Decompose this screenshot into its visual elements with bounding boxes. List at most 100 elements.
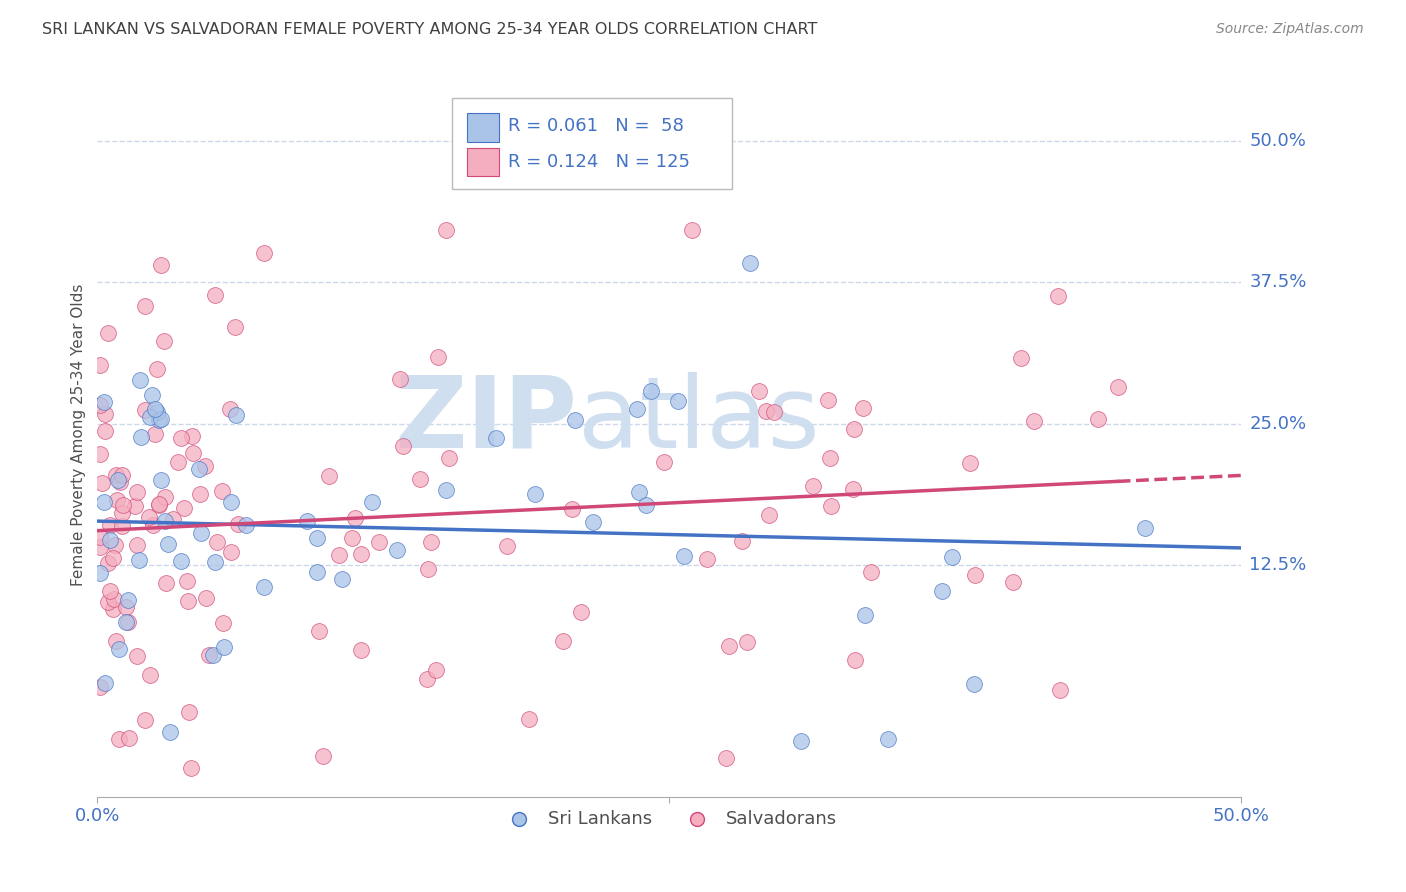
Point xyxy=(105,492,128,507)
Point xyxy=(392,439,415,453)
Point xyxy=(134,403,156,417)
Point xyxy=(180,762,202,776)
Point xyxy=(97,595,120,609)
Point xyxy=(90,475,112,490)
Point xyxy=(100,533,122,548)
Point xyxy=(420,535,443,549)
Point xyxy=(155,576,177,591)
Point xyxy=(817,392,839,407)
Point xyxy=(569,605,592,619)
Point xyxy=(89,541,111,555)
Point xyxy=(342,531,364,545)
Point xyxy=(138,509,160,524)
Point xyxy=(409,473,432,487)
Point xyxy=(582,515,605,529)
Point xyxy=(434,223,457,237)
Point xyxy=(205,535,228,549)
Point xyxy=(224,320,246,334)
Point xyxy=(426,350,449,364)
Point xyxy=(965,567,987,582)
Point xyxy=(388,372,411,386)
Point xyxy=(153,490,176,504)
Point xyxy=(318,469,340,483)
Point xyxy=(157,537,180,551)
Point xyxy=(436,483,458,497)
Point xyxy=(820,500,842,514)
Point xyxy=(115,615,138,629)
Point xyxy=(517,712,540,726)
Point xyxy=(129,429,152,443)
Point xyxy=(143,402,166,417)
Point xyxy=(108,475,131,490)
Text: 12.5%: 12.5% xyxy=(1250,556,1306,574)
Point xyxy=(801,479,824,493)
Point xyxy=(387,543,409,558)
Point xyxy=(225,408,247,422)
Point xyxy=(107,473,129,487)
Point xyxy=(89,358,111,372)
Text: 50.0%: 50.0% xyxy=(1250,132,1306,150)
Point xyxy=(330,573,353,587)
Point xyxy=(666,393,689,408)
Point xyxy=(415,672,437,686)
Point xyxy=(134,299,156,313)
Point xyxy=(738,256,761,270)
Point xyxy=(93,495,115,509)
Point xyxy=(367,534,389,549)
Text: ZIP: ZIP xyxy=(395,372,578,469)
Point xyxy=(148,498,170,512)
Point xyxy=(166,455,188,469)
Point xyxy=(148,413,170,427)
Point xyxy=(142,518,165,533)
Point xyxy=(125,649,148,664)
Point xyxy=(94,407,117,421)
Point xyxy=(312,749,335,764)
Point xyxy=(211,483,233,498)
Y-axis label: Female Poverty Among 25-34 Year Olds: Female Poverty Among 25-34 Year Olds xyxy=(72,284,86,586)
Point xyxy=(714,750,737,764)
Point xyxy=(118,731,141,745)
Point xyxy=(349,642,371,657)
Point xyxy=(149,258,172,272)
Point xyxy=(553,634,575,648)
Point xyxy=(1010,351,1032,366)
Point xyxy=(159,724,181,739)
Point xyxy=(173,501,195,516)
Point xyxy=(98,584,121,599)
Point xyxy=(129,373,152,387)
Text: R = 0.124   N = 125: R = 0.124 N = 125 xyxy=(508,153,690,171)
Point xyxy=(1002,574,1025,589)
Bar xyxy=(467,147,499,177)
FancyBboxPatch shape xyxy=(451,98,733,189)
Point xyxy=(111,506,134,520)
Point xyxy=(852,401,875,415)
Point xyxy=(194,459,217,474)
Point xyxy=(219,545,242,559)
Point xyxy=(485,431,508,445)
Point xyxy=(108,642,131,657)
Text: 25.0%: 25.0% xyxy=(1250,415,1306,433)
Point xyxy=(235,518,257,533)
Point xyxy=(328,548,350,562)
Point xyxy=(139,409,162,424)
Point xyxy=(1107,380,1129,394)
Point xyxy=(762,405,785,419)
Point xyxy=(188,487,211,501)
Point xyxy=(111,519,134,533)
Point xyxy=(295,514,318,528)
Point xyxy=(89,530,111,544)
Point xyxy=(187,461,209,475)
Point xyxy=(97,326,120,340)
Point xyxy=(219,495,242,509)
Text: atlas: atlas xyxy=(578,372,820,469)
Point xyxy=(115,600,138,615)
Point xyxy=(104,538,127,552)
Point xyxy=(103,592,125,607)
Point xyxy=(859,565,882,579)
Point xyxy=(627,484,650,499)
Point xyxy=(842,482,865,496)
Point xyxy=(117,593,139,607)
Point xyxy=(308,624,330,638)
Point xyxy=(104,634,127,648)
Point xyxy=(307,566,329,580)
